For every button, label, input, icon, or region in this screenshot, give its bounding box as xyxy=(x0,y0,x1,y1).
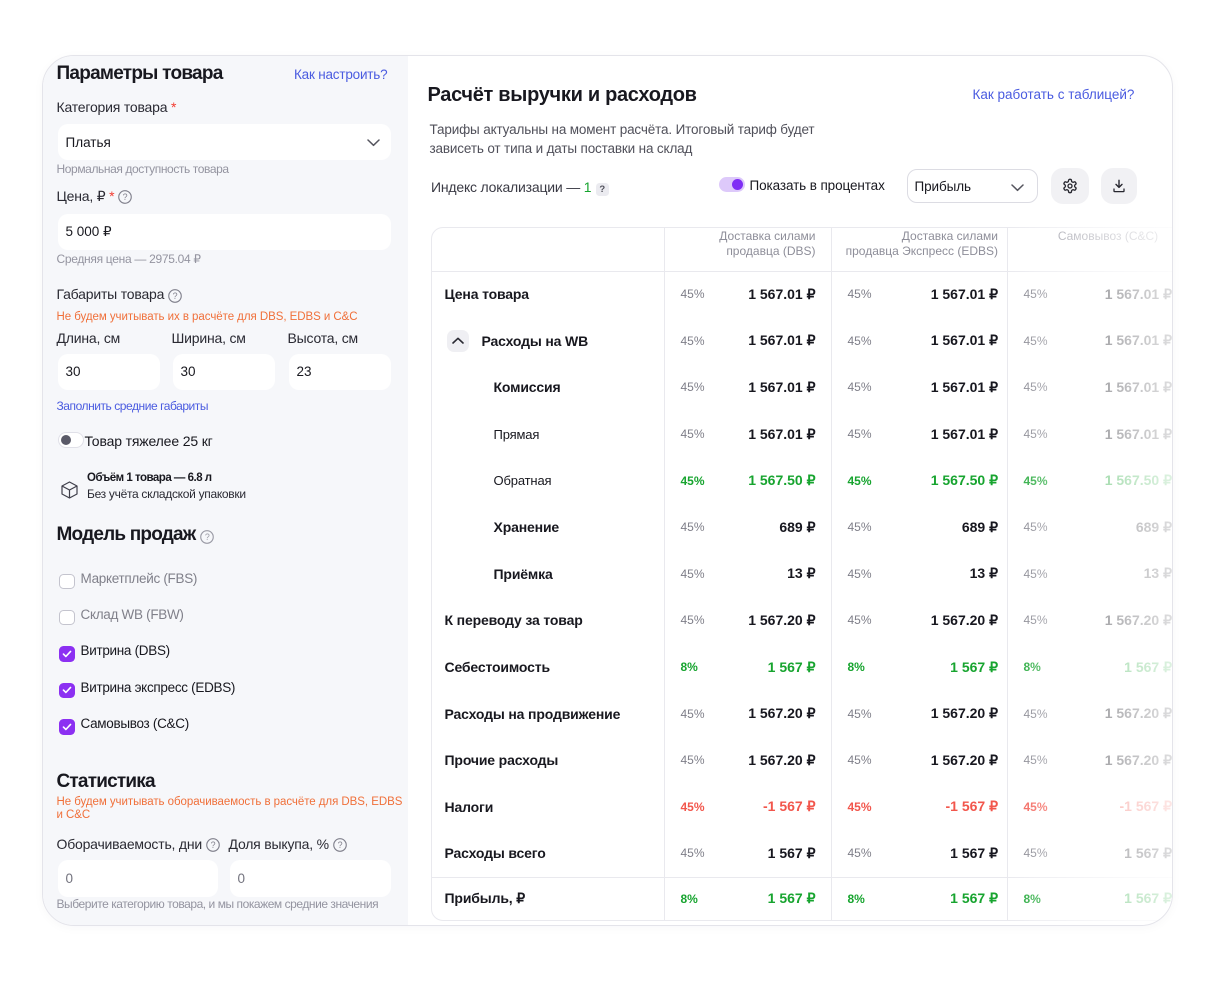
svg-text:?: ? xyxy=(210,840,215,850)
svg-text:?: ? xyxy=(337,840,342,850)
svg-text:?: ? xyxy=(205,532,210,542)
svg-text:?: ? xyxy=(173,290,178,300)
svg-text:?: ? xyxy=(123,192,128,202)
